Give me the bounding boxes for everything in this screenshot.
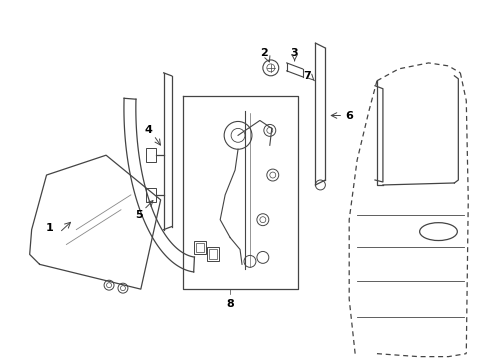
Bar: [207, 247, 219, 261]
Bar: [196, 243, 204, 252]
Bar: [194, 240, 206, 255]
Text: 1: 1: [45, 222, 53, 233]
Text: 8: 8: [226, 299, 234, 309]
Text: 5: 5: [135, 210, 142, 220]
Text: 4: 4: [144, 125, 152, 135]
Text: 3: 3: [290, 48, 298, 58]
Bar: [145, 148, 155, 162]
Bar: [209, 249, 217, 260]
Text: 2: 2: [260, 48, 267, 58]
Bar: [145, 188, 155, 202]
Text: 6: 6: [345, 111, 352, 121]
Text: 7: 7: [303, 71, 311, 81]
